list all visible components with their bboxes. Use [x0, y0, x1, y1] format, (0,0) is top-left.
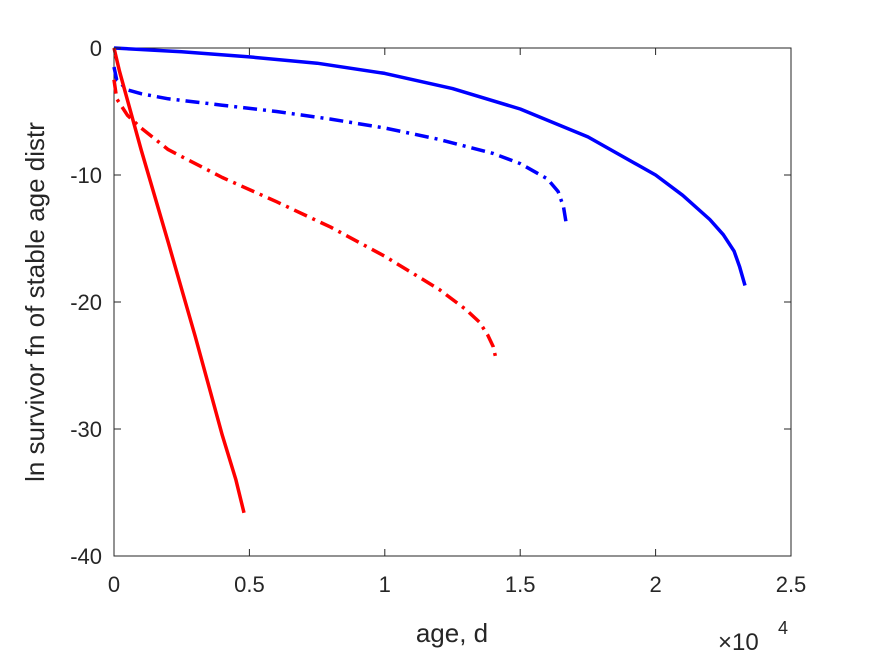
- x-multiplier-base: ×10: [718, 629, 759, 656]
- x-tick-label-1: 0.5: [234, 572, 265, 597]
- y-axis-label: ln survivor fn of stable age distr: [20, 122, 50, 482]
- x-tick-label-2: 1: [379, 572, 391, 597]
- x-tick-label-4: 2: [649, 572, 661, 597]
- series-line-1: [113, 46, 747, 286]
- x-tick-label-0: 0: [108, 572, 120, 597]
- x-multiplier-label: ×10 4: [718, 618, 788, 656]
- y-tick-label-2: -20: [70, 290, 102, 315]
- series-line-2: [112, 66, 568, 224]
- series-line-3: [112, 79, 498, 359]
- x-tick-label-3: 1.5: [505, 572, 536, 597]
- y-tick-label-0: 0: [90, 36, 102, 61]
- x-tick-label-5: 2.5: [776, 572, 807, 597]
- series-layer: [112, 46, 747, 514]
- x-axis: 0 0.5 1 1.5 2 2.5: [108, 48, 806, 597]
- y-tick-label-3: -30: [70, 417, 102, 442]
- plot-area: [113, 47, 792, 557]
- y-tick-label-4: -40: [70, 544, 102, 569]
- y-tick-label-1: -10: [70, 163, 102, 188]
- y-axis: 0 -10 -20 -30 -40: [70, 36, 791, 569]
- x-multiplier-exponent: 4: [778, 618, 788, 638]
- series-line-4: [112, 47, 246, 514]
- x-axis-label: age, d: [416, 618, 488, 648]
